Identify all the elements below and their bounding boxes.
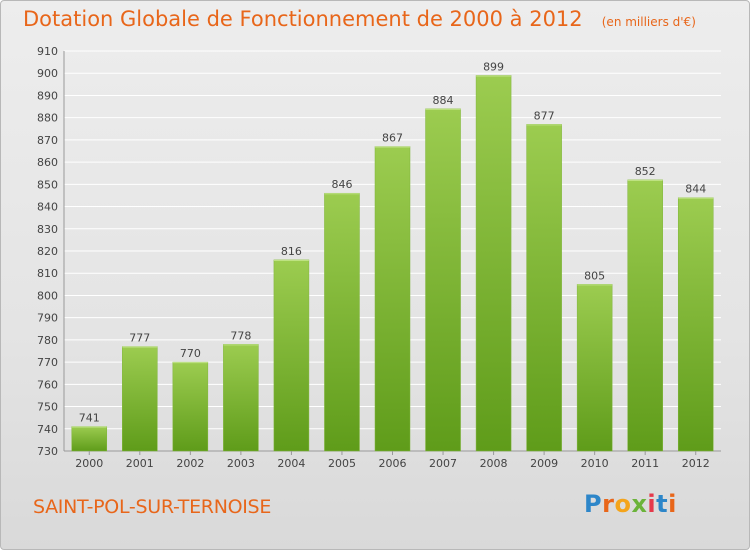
x-tick-label: 2011: [631, 457, 659, 470]
bar-2003: [223, 344, 259, 452]
y-tick-label: 800: [37, 289, 58, 302]
y-tick-label: 910: [37, 45, 58, 58]
x-tick-label: 2002: [176, 457, 204, 470]
bar-2004: [273, 259, 310, 452]
data-label: 770: [180, 347, 201, 360]
x-tick-label: 2010: [581, 457, 609, 470]
bar-2008: [475, 75, 512, 452]
y-tick-label: 780: [37, 334, 58, 347]
chart-title-main: Dotation Globale de Fonctionnement de 20…: [23, 7, 583, 31]
commune-name: SAINT-POL-SUR-TERNOISE: [33, 496, 272, 518]
x-tick-label: 2012: [682, 457, 710, 470]
x-tick-label: 2009: [530, 457, 558, 470]
y-tick-label: 890: [37, 89, 58, 102]
data-label: 778: [230, 329, 251, 342]
y-axis: 730 740 750 760 770 780 790 800 810 820 830 840 850 8…: [37, 45, 721, 458]
y-tick-label: 850: [37, 178, 58, 191]
bar-2007: [425, 108, 461, 452]
y-tick-label: 880: [37, 112, 58, 125]
chart-unit-note: (en milliers d'€): [601, 15, 696, 29]
y-tick-label: 730: [37, 445, 58, 458]
y-tick-label: 820: [37, 245, 58, 258]
y-tick-label: 760: [37, 378, 58, 391]
data-label: 805: [584, 269, 605, 282]
data-label: 844: [685, 183, 706, 196]
x-tick-label: 2003: [227, 457, 255, 470]
y-tick-label: 870: [37, 134, 58, 147]
y-tick-label: 750: [37, 401, 58, 414]
data-label: 846: [331, 178, 352, 191]
bar-2012: [677, 197, 714, 452]
data-label: 877: [534, 109, 555, 122]
x-tick-label: 2001: [126, 457, 154, 470]
data-label: 816: [281, 245, 302, 258]
y-tick-label: 740: [37, 423, 58, 436]
x-axis: 2000 2001 2002 2003 2004 2005 2006 2007 2008 2009…: [75, 451, 710, 470]
y-tick-label: 790: [37, 312, 58, 325]
x-tick-label: 2004: [277, 457, 305, 470]
bar-2011: [627, 179, 663, 452]
data-label: 741: [79, 412, 100, 425]
y-tick-label: 830: [37, 223, 58, 236]
y-tick-label: 770: [37, 356, 58, 369]
bar-2001: [122, 346, 158, 452]
x-tick-label: 2007: [429, 457, 457, 470]
x-tick-label: 2005: [328, 457, 356, 470]
x-tick-label: 2006: [379, 457, 407, 470]
data-label: 884: [433, 94, 454, 107]
proxiti-logo[interactable]: Proxiti: [584, 490, 677, 518]
x-tick-label: 2008: [480, 457, 508, 470]
bars: 741 777 770 778 816 846 867 884 899 877 805 852 844: [71, 60, 714, 452]
bar-2000: [71, 426, 108, 452]
bar-2009: [526, 124, 562, 452]
y-tick-label: 900: [37, 67, 58, 80]
y-tick-label: 860: [37, 156, 58, 169]
bar-2002: [172, 361, 209, 452]
chart-title: Dotation Globale de Fonctionnement de 20…: [23, 7, 696, 31]
data-label: 899: [483, 60, 504, 73]
x-tick-label: 2000: [75, 457, 103, 470]
y-tick-label: 840: [37, 201, 58, 214]
bar-2010: [576, 284, 613, 452]
data-label: 777: [129, 332, 150, 345]
bar-2005: [324, 192, 360, 452]
y-tick-label: 810: [37, 267, 58, 280]
data-label: 867: [382, 132, 403, 145]
bar-2006: [374, 146, 411, 452]
data-label: 852: [635, 165, 656, 178]
